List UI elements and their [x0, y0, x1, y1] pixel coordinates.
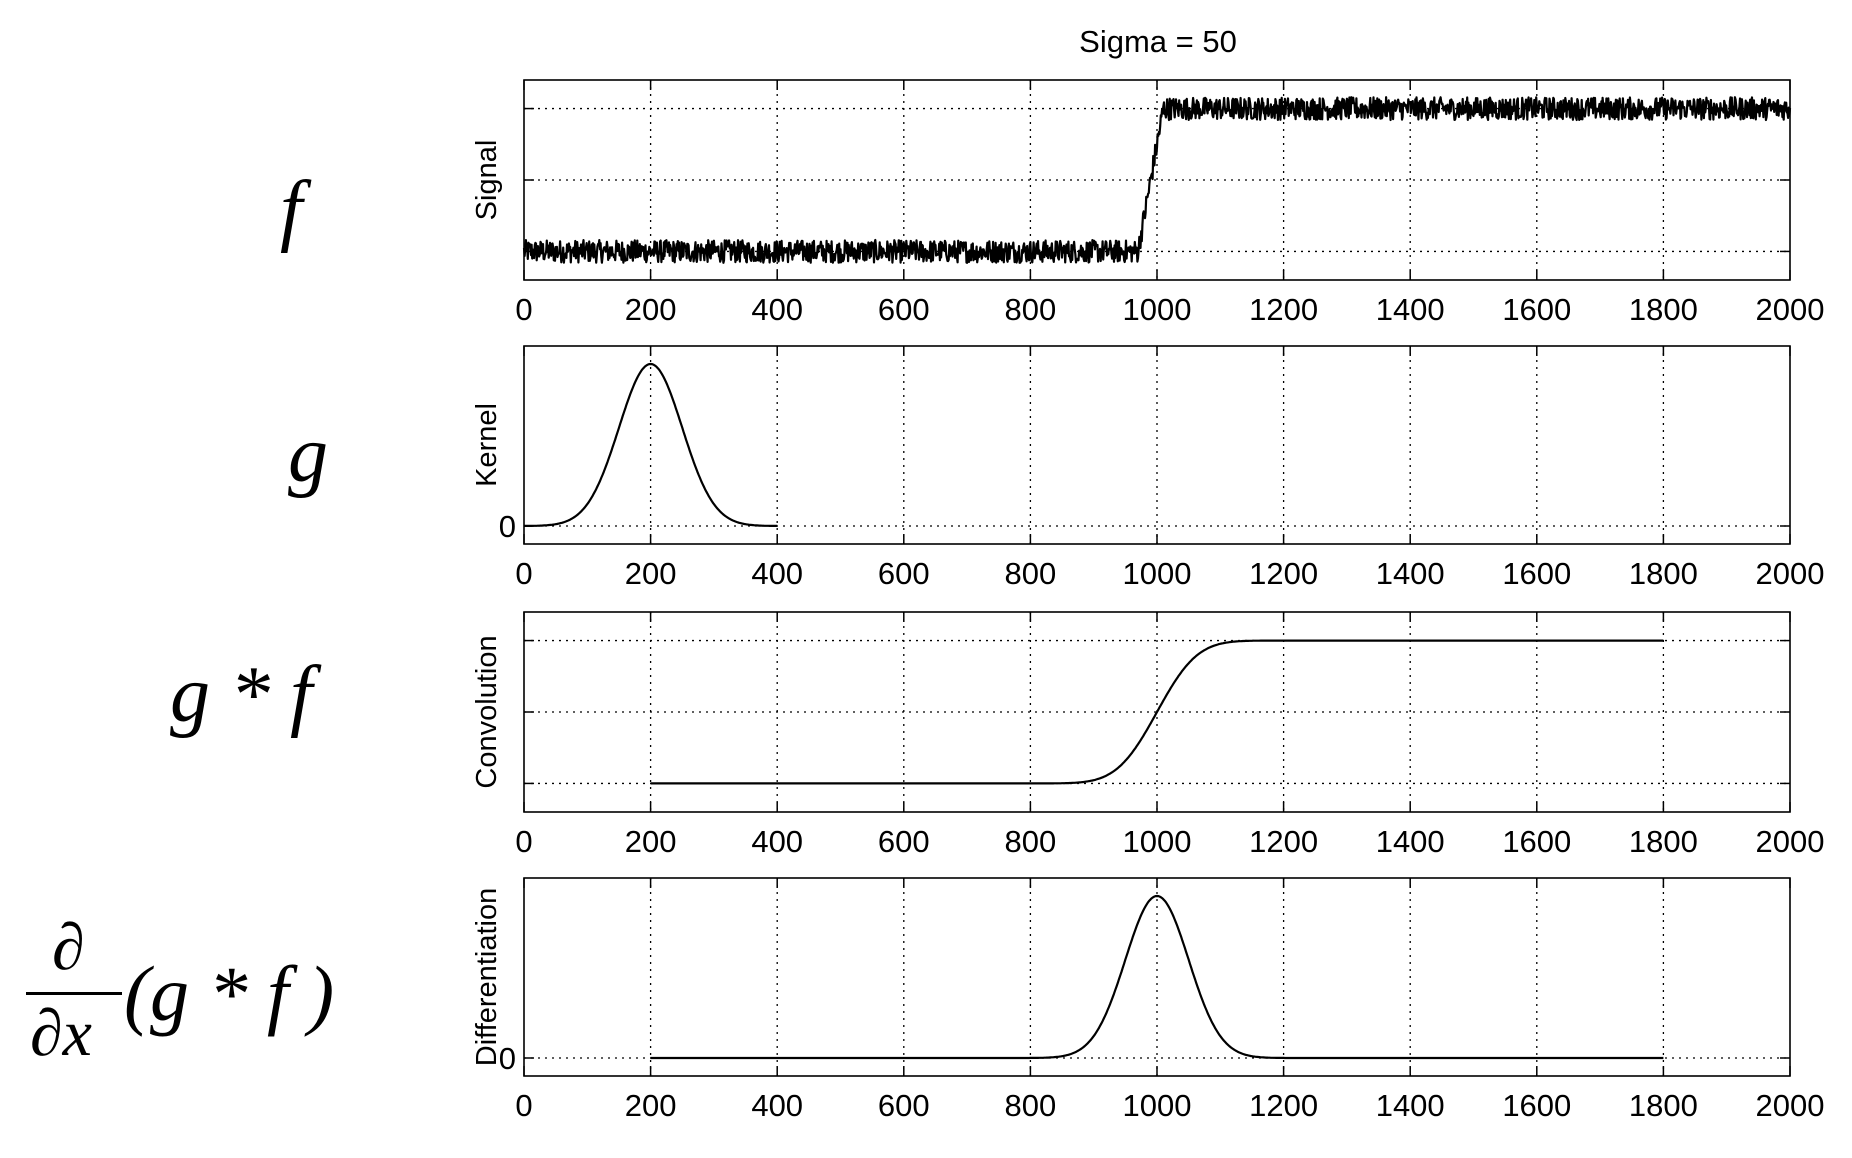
x-tick-label: 2000	[1756, 292, 1825, 327]
x-tick-label: 1800	[1629, 292, 1698, 327]
x-tick-label: 600	[878, 556, 930, 591]
figure-title: Sigma = 50	[1079, 24, 1237, 59]
math-label-g: g	[288, 411, 328, 499]
x-tick-label: 800	[1005, 1088, 1057, 1123]
y-axis-label: Signal	[471, 140, 503, 221]
x-tick-label: 1200	[1249, 1088, 1318, 1123]
x-tick-label: 0	[515, 292, 532, 327]
data-line	[524, 362, 778, 528]
x-tick-label: 600	[878, 1088, 930, 1123]
x-tick-label: 800	[1005, 556, 1057, 591]
x-tick-label: 1200	[1249, 292, 1318, 327]
x-tick-label: 2000	[1756, 556, 1825, 591]
x-tick-label: 200	[625, 824, 677, 859]
x-tick-label: 600	[878, 824, 930, 859]
x-tick-label: 1400	[1376, 556, 1445, 591]
differentiation-plot: 0 200 400 600 800 1000 1200 1400 1600 1800 20000Di…	[471, 877, 1825, 1123]
data-line	[522, 96, 1792, 264]
math-label-convolution: g * f	[170, 651, 313, 739]
data-line	[650, 639, 1664, 785]
y-axis-label: Convolution	[471, 635, 503, 788]
x-tick-label: 1400	[1376, 1088, 1445, 1123]
x-tick-label: 1800	[1629, 824, 1698, 859]
math-label-derivative: ∂ ∂x (g * f )	[20, 915, 340, 1085]
plot-frame	[523, 345, 1791, 545]
x-tick-label: 0	[515, 1088, 532, 1123]
convolution-plot: 0 200 400 600 800 1000 1200 1400 1600 1800 2000 Con…	[471, 611, 1825, 859]
signal-plot: 0 200 400 600 800 1000 1200 1400 1600 1800 2000 Sig…	[471, 79, 1825, 327]
x-tick-label: 1600	[1502, 292, 1571, 327]
x-tick-label: 1000	[1123, 556, 1192, 591]
kernel-plot: 0 200 400 600 800 1000 1200 1400 1600 1800 2000 0 Ke…	[471, 345, 1825, 591]
y-axis-label: Kernel	[471, 403, 503, 487]
x-tick-label: 1600	[1502, 824, 1571, 859]
x-tick-label: 1800	[1629, 556, 1698, 591]
x-tick-label: 200	[625, 1088, 677, 1123]
derivative-numerator: ∂	[52, 911, 85, 984]
derivative-expression: (g * f )	[124, 950, 335, 1037]
x-tick-label: 1600	[1502, 556, 1571, 591]
x-tick-label: 2000	[1756, 824, 1825, 859]
plot-frame	[523, 611, 1791, 813]
x-tick-label: 1400	[1376, 824, 1445, 859]
y-axis-label: Differentiation	[471, 888, 503, 1066]
x-tick-label: 1000	[1123, 824, 1192, 859]
derivative-denominator: ∂x	[30, 997, 92, 1070]
x-tick-label: 1000	[1123, 1088, 1192, 1123]
x-tick-label: 400	[751, 1088, 803, 1123]
x-tick-label: 1200	[1249, 556, 1318, 591]
x-tick-label: 800	[1005, 292, 1057, 327]
x-tick-label: 400	[751, 824, 803, 859]
y-tick-label: 0	[499, 1041, 516, 1076]
x-tick-label: 1800	[1629, 1088, 1698, 1123]
y-tick-label: 0	[499, 509, 516, 544]
math-label-f: f	[280, 166, 303, 254]
x-tick-label: 600	[878, 292, 930, 327]
x-tick-label: 200	[625, 292, 677, 327]
x-tick-label: 0	[515, 824, 532, 859]
x-tick-label: 1000	[1123, 292, 1192, 327]
x-tick-label: 400	[751, 292, 803, 327]
x-tick-label: 2000	[1756, 1088, 1825, 1123]
plot-frame	[523, 877, 1791, 1077]
x-tick-label: 1600	[1502, 1088, 1571, 1123]
fraction-bar	[26, 992, 122, 995]
x-tick-label: 200	[625, 556, 677, 591]
x-tick-label: 400	[751, 556, 803, 591]
x-tick-label: 1200	[1249, 824, 1318, 859]
data-line	[650, 894, 1664, 1060]
x-tick-label: 0	[515, 556, 532, 591]
x-tick-label: 800	[1005, 824, 1057, 859]
plot-frame	[523, 79, 1791, 281]
x-tick-label: 1400	[1376, 292, 1445, 327]
